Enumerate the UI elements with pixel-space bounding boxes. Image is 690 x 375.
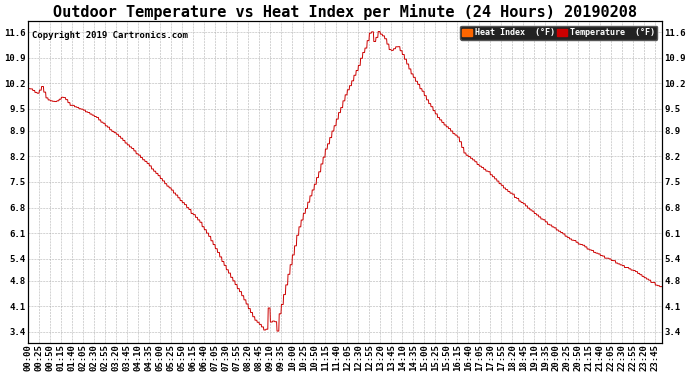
Legend: Heat Index  (°F), Temperature  (°F): Heat Index (°F), Temperature (°F) [460, 26, 658, 39]
Title: Outdoor Temperature vs Heat Index per Minute (24 Hours) 20190208: Outdoor Temperature vs Heat Index per Mi… [53, 4, 637, 20]
Text: Copyright 2019 Cartronics.com: Copyright 2019 Cartronics.com [32, 31, 188, 40]
